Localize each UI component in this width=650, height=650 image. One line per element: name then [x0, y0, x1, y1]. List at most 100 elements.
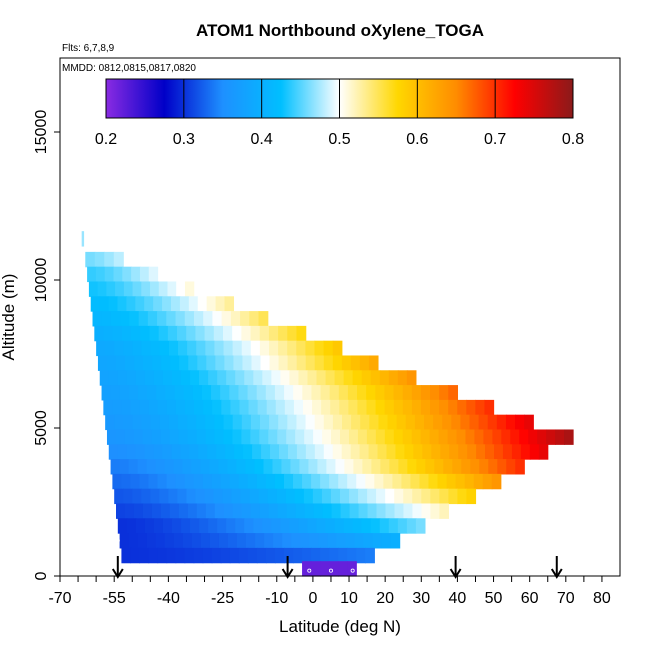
- heatmap-cell: [464, 473, 475, 490]
- heatmap-cell: [375, 385, 386, 401]
- heatmap-cell: [181, 518, 191, 534]
- heatmap-cell: [366, 429, 377, 445]
- colorbar-tick-label: 0.6: [406, 131, 428, 148]
- heatmap-cell: [113, 251, 124, 268]
- heatmap-cell: [386, 444, 397, 460]
- heatmap-cell: [228, 533, 238, 549]
- sample-points: [115, 538, 355, 573]
- heatmap-cell: [257, 399, 268, 416]
- heatmap-cell: [198, 444, 208, 460]
- heatmap-cell: [253, 370, 263, 386]
- heatmap-cell: [215, 355, 225, 371]
- heatmap-cell: [380, 459, 390, 475]
- heatmap-cell: [341, 355, 352, 371]
- heatmap-cell: [394, 503, 405, 519]
- heatmap-cell: [334, 370, 345, 386]
- heatmap-cell: [357, 399, 368, 416]
- heatmap-cell: [369, 414, 380, 431]
- heatmap-cell: [250, 325, 261, 342]
- heatmap-cell: [372, 533, 383, 549]
- colorbar: 0.2 0.3 0.4 0.5 0.6 0.7 0.8: [95, 78, 584, 148]
- heatmap-cell: [314, 414, 325, 431]
- heatmap-cell: [309, 533, 319, 549]
- sample-point: [115, 538, 120, 543]
- heatmap-cell: [307, 518, 318, 534]
- heatmap-cell: [375, 429, 386, 445]
- heatmap-cell: [268, 325, 279, 342]
- heatmap-cell: [296, 340, 307, 357]
- flight-marker-arrow: [281, 556, 294, 579]
- heatmap-cell: [191, 533, 202, 549]
- heatmap-cell: [179, 296, 190, 312]
- heatmap-cell: [366, 385, 376, 401]
- heatmap-cell: [466, 399, 476, 416]
- heatmap-cell: [104, 266, 115, 283]
- heatmap-cell: [224, 296, 235, 312]
- heatmap-cell: [422, 444, 432, 460]
- heatmap-cell: [268, 503, 279, 519]
- heatmap-cell: [351, 414, 361, 431]
- heatmap-cell: [187, 429, 198, 445]
- heatmap-cell: [120, 311, 130, 327]
- heatmap-cell: [330, 399, 340, 416]
- heatmap-cell: [487, 414, 498, 431]
- heatmap-cell: [159, 414, 170, 431]
- heatmap-cell: [260, 414, 270, 431]
- heatmap-cell: [339, 399, 349, 416]
- heatmap-cell: [350, 355, 361, 371]
- heatmap-cell: [347, 385, 358, 401]
- heatmap-cell: [304, 503, 315, 519]
- heatmap-cell: [439, 385, 449, 401]
- heatmap-cell: [250, 429, 260, 445]
- heatmap-cell: [117, 370, 128, 386]
- heatmap-cell: [170, 355, 180, 371]
- heatmap-cell: [193, 547, 204, 564]
- heatmap-cell: [317, 459, 328, 475]
- heatmap-cell: [302, 561, 312, 577]
- heatmap-cell: [335, 459, 345, 475]
- heatmap-cell: [201, 385, 212, 401]
- heatmap-cell: [229, 473, 240, 490]
- heatmap-cell: [361, 370, 372, 386]
- heatmap-cell: [447, 429, 458, 445]
- heatmap-cell: [367, 503, 378, 519]
- heatmap-cell: [119, 385, 130, 401]
- heatmap-cell: [202, 473, 213, 490]
- heatmap-cell: [278, 340, 288, 357]
- colorbar-tick-label: 0.5: [328, 131, 350, 148]
- heatmap-cell: [430, 503, 440, 519]
- x-axis: -70 -55 -40 -25 -10 0 10 20 30 40 50 60 70 80: [48, 576, 611, 607]
- flight-markers: [111, 556, 563, 579]
- heatmap-cell: [204, 488, 215, 505]
- heatmap-cell: [457, 399, 467, 416]
- heatmap-cell: [420, 399, 431, 416]
- heatmap-cell: [162, 296, 172, 312]
- heatmap-cell: [311, 473, 321, 490]
- heatmap-cell: [226, 518, 236, 534]
- heatmap-cell: [133, 503, 144, 519]
- heatmap-cell: [287, 355, 298, 371]
- heatmap-cell: [130, 473, 141, 490]
- heatmap-cell: [121, 325, 132, 342]
- heatmap-cell: [137, 533, 148, 549]
- heatmap-cell: [258, 488, 269, 505]
- heatmap-cell: [157, 473, 168, 490]
- heatmap-cell: [194, 399, 204, 416]
- heatmap-cell: [286, 503, 297, 519]
- heatmap-cell: [371, 459, 381, 475]
- heatmap-cell: [379, 518, 390, 534]
- heatmap-cell: [385, 488, 395, 505]
- heatmap-cell: [141, 414, 152, 431]
- heatmap-cell: [437, 473, 448, 490]
- heatmap-cell: [133, 429, 144, 445]
- heatmap-cell: [240, 311, 250, 327]
- heatmap-cell: [305, 414, 316, 431]
- heatmap-cell: [280, 370, 291, 386]
- heatmap-cell: [349, 488, 359, 505]
- x-tick-label: 40: [449, 590, 467, 607]
- heatmap-cell: [479, 459, 489, 475]
- heatmap-cell: [113, 266, 123, 283]
- heatmap-cell: [135, 444, 146, 460]
- heatmap-cell: [128, 385, 139, 401]
